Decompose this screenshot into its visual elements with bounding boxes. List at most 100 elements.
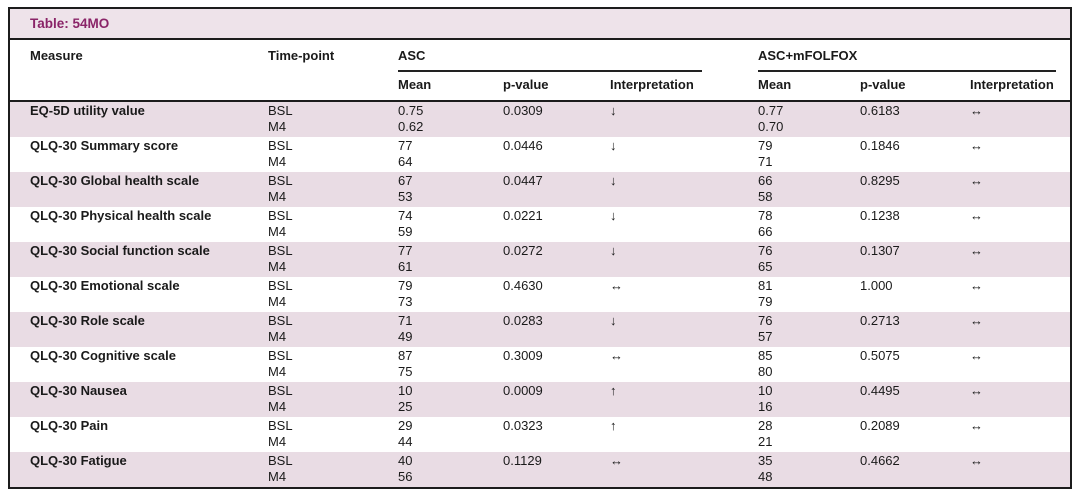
folfox-mean-m4: 79 bbox=[758, 294, 773, 309]
folfox-mean-bsl: 10 bbox=[758, 383, 773, 398]
asc-mean-bsl: 67 bbox=[398, 173, 413, 188]
timepoint-cell: BSL M4 bbox=[268, 278, 398, 310]
asc-mean-cell: 29 44 bbox=[398, 418, 503, 450]
timepoint-cell: BSL M4 bbox=[268, 313, 398, 345]
asc-mean-m4: 56 bbox=[398, 469, 413, 484]
folfox-mean-bsl: 28 bbox=[758, 418, 773, 433]
asc-mean-m4: 25 bbox=[398, 399, 413, 414]
measure-label: QLQ-30 Role scale bbox=[30, 313, 145, 328]
folfox-pvalue: 0.4495 bbox=[860, 383, 900, 398]
timepoint-cell: BSL M4 bbox=[268, 418, 398, 450]
asc-mean-bsl: 77 bbox=[398, 138, 413, 153]
timepoint-bsl-label: BSL bbox=[268, 453, 293, 468]
timepoint-m4-label: M4 bbox=[268, 364, 287, 379]
timepoint-cell: BSL M4 bbox=[268, 453, 398, 485]
timepoint-m4-label: M4 bbox=[268, 329, 287, 344]
folfox-mean-m4: 21 bbox=[758, 434, 773, 449]
asc-mean-m4: 53 bbox=[398, 189, 413, 204]
asc-mean-cell: 71 49 bbox=[398, 313, 503, 345]
measure-label: QLQ-30 Pain bbox=[30, 418, 109, 433]
folfox-pvalue: 0.8295 bbox=[860, 173, 900, 188]
folfox-mean-bsl: 78 bbox=[758, 208, 773, 223]
timepoint-m4-label: M4 bbox=[268, 434, 287, 449]
asc-mean-bsl: 74 bbox=[398, 208, 413, 223]
timepoint-m4-label: M4 bbox=[268, 119, 287, 134]
asc-mean-cell: 79 73 bbox=[398, 278, 503, 310]
asc-interpretation-arrow: ↑ bbox=[610, 418, 617, 433]
asc-pvalue: 0.0272 bbox=[503, 243, 543, 258]
folfox-mean-cell: 81 79 bbox=[758, 278, 860, 310]
asc-mean-cell: 40 56 bbox=[398, 453, 503, 485]
col-group-asc-mfolfox: ASC+mFOLFOX bbox=[758, 48, 1056, 72]
folfox-mean-cell: 28 21 bbox=[758, 418, 860, 450]
timepoint-m4-label: M4 bbox=[268, 189, 287, 204]
asc-pvalue: 0.0309 bbox=[503, 103, 543, 118]
asc-mean-cell: 67 53 bbox=[398, 173, 503, 205]
table-row: QLQ-30 Summary score BSL M4 77 64 0.0446… bbox=[10, 137, 1070, 172]
asc-pvalue: 0.0447 bbox=[503, 173, 543, 188]
asc-pvalue: 0.0446 bbox=[503, 138, 543, 153]
folfox-mean-cell: 76 65 bbox=[758, 243, 860, 275]
folfox-mean-m4: 65 bbox=[758, 259, 773, 274]
folfox-mean-bsl: 85 bbox=[758, 348, 773, 363]
timepoint-bsl-label: BSL bbox=[268, 103, 293, 118]
table-row: QLQ-30 Pain BSL M4 29 44 0.0323 ↑ 28 21 … bbox=[10, 417, 1070, 452]
asc-mean-m4: 0.62 bbox=[398, 119, 424, 134]
asc-interpretation-arrow: ↓ bbox=[610, 208, 617, 223]
folfox-mean-m4: 16 bbox=[758, 399, 773, 414]
measure-label: QLQ-30 Physical health scale bbox=[30, 208, 212, 223]
folfox-pvalue: 0.1307 bbox=[860, 243, 900, 258]
folfox-pvalue: 0.2089 bbox=[860, 418, 900, 433]
col-header-folfox-pvalue: p-value bbox=[860, 77, 906, 92]
folfox-mean-bsl: 76 bbox=[758, 243, 773, 258]
folfox-mean-cell: 78 66 bbox=[758, 208, 860, 240]
asc-mean-cell: 74 59 bbox=[398, 208, 503, 240]
folfox-interpretation-arrow: ↔ bbox=[970, 243, 983, 258]
folfox-pvalue: 0.1846 bbox=[860, 138, 900, 153]
table-row: QLQ-30 Global health scale BSL M4 67 53 … bbox=[10, 172, 1070, 207]
asc-mean-m4: 49 bbox=[398, 329, 413, 344]
table-row: QLQ-30 Physical health scale BSL M4 74 5… bbox=[10, 207, 1070, 242]
timepoint-cell: BSL M4 bbox=[268, 103, 398, 135]
asc-interpretation-arrow: ↔ bbox=[610, 453, 623, 468]
col-header-folfox-mean: Mean bbox=[758, 77, 792, 92]
asc-mean-m4: 73 bbox=[398, 294, 413, 309]
folfox-mean-cell: 0.77 0.70 bbox=[758, 103, 860, 135]
col-header-folfox-interpretation: Interpretation bbox=[970, 77, 1054, 92]
timepoint-m4-label: M4 bbox=[268, 259, 287, 274]
folfox-mean-m4: 66 bbox=[758, 224, 773, 239]
header-group-row: Measure Time-point ASC ASC+mFOLFOX bbox=[30, 48, 1056, 72]
measure-label: QLQ-30 Fatigue bbox=[30, 453, 127, 468]
folfox-mean-m4: 80 bbox=[758, 364, 773, 379]
col-header-timepoint: Time-point bbox=[268, 48, 335, 63]
folfox-pvalue: 0.2713 bbox=[860, 313, 900, 328]
folfox-interpretation-arrow: ↔ bbox=[970, 453, 983, 468]
col-header-measure: Measure bbox=[30, 48, 83, 63]
folfox-pvalue: 0.1238 bbox=[860, 208, 900, 223]
folfox-interpretation-arrow: ↔ bbox=[970, 418, 983, 433]
measure-label: QLQ-30 Nausea bbox=[30, 383, 127, 398]
folfox-mean-m4: 57 bbox=[758, 329, 773, 344]
timepoint-cell: BSL M4 bbox=[268, 243, 398, 275]
asc-pvalue: 0.0221 bbox=[503, 208, 543, 223]
timepoint-m4-label: M4 bbox=[268, 399, 287, 414]
folfox-mean-m4: 71 bbox=[758, 154, 773, 169]
timepoint-bsl-label: BSL bbox=[268, 313, 293, 328]
table-body: EQ-5D utility value BSL M4 0.75 0.62 0.0… bbox=[10, 102, 1070, 487]
folfox-mean-cell: 79 71 bbox=[758, 138, 860, 170]
asc-mean-m4: 61 bbox=[398, 259, 413, 274]
asc-interpretation-arrow: ↔ bbox=[610, 278, 623, 293]
folfox-mean-m4: 0.70 bbox=[758, 119, 784, 134]
asc-mean-cell: 77 61 bbox=[398, 243, 503, 275]
folfox-mean-m4: 48 bbox=[758, 469, 773, 484]
asc-pvalue: 0.0009 bbox=[503, 383, 543, 398]
timepoint-cell: BSL M4 bbox=[268, 383, 398, 415]
measure-label: QLQ-30 Social function scale bbox=[30, 243, 210, 258]
results-table: Table: 54MO Measure Time-point ASC ASC+m… bbox=[8, 7, 1072, 489]
folfox-mean-cell: 76 57 bbox=[758, 313, 860, 345]
asc-pvalue: 0.3009 bbox=[503, 348, 543, 363]
asc-pvalue: 0.0283 bbox=[503, 313, 543, 328]
folfox-mean-bsl: 35 bbox=[758, 453, 773, 468]
table-row: EQ-5D utility value BSL M4 0.75 0.62 0.0… bbox=[10, 102, 1070, 137]
asc-interpretation-arrow: ↓ bbox=[610, 243, 617, 258]
